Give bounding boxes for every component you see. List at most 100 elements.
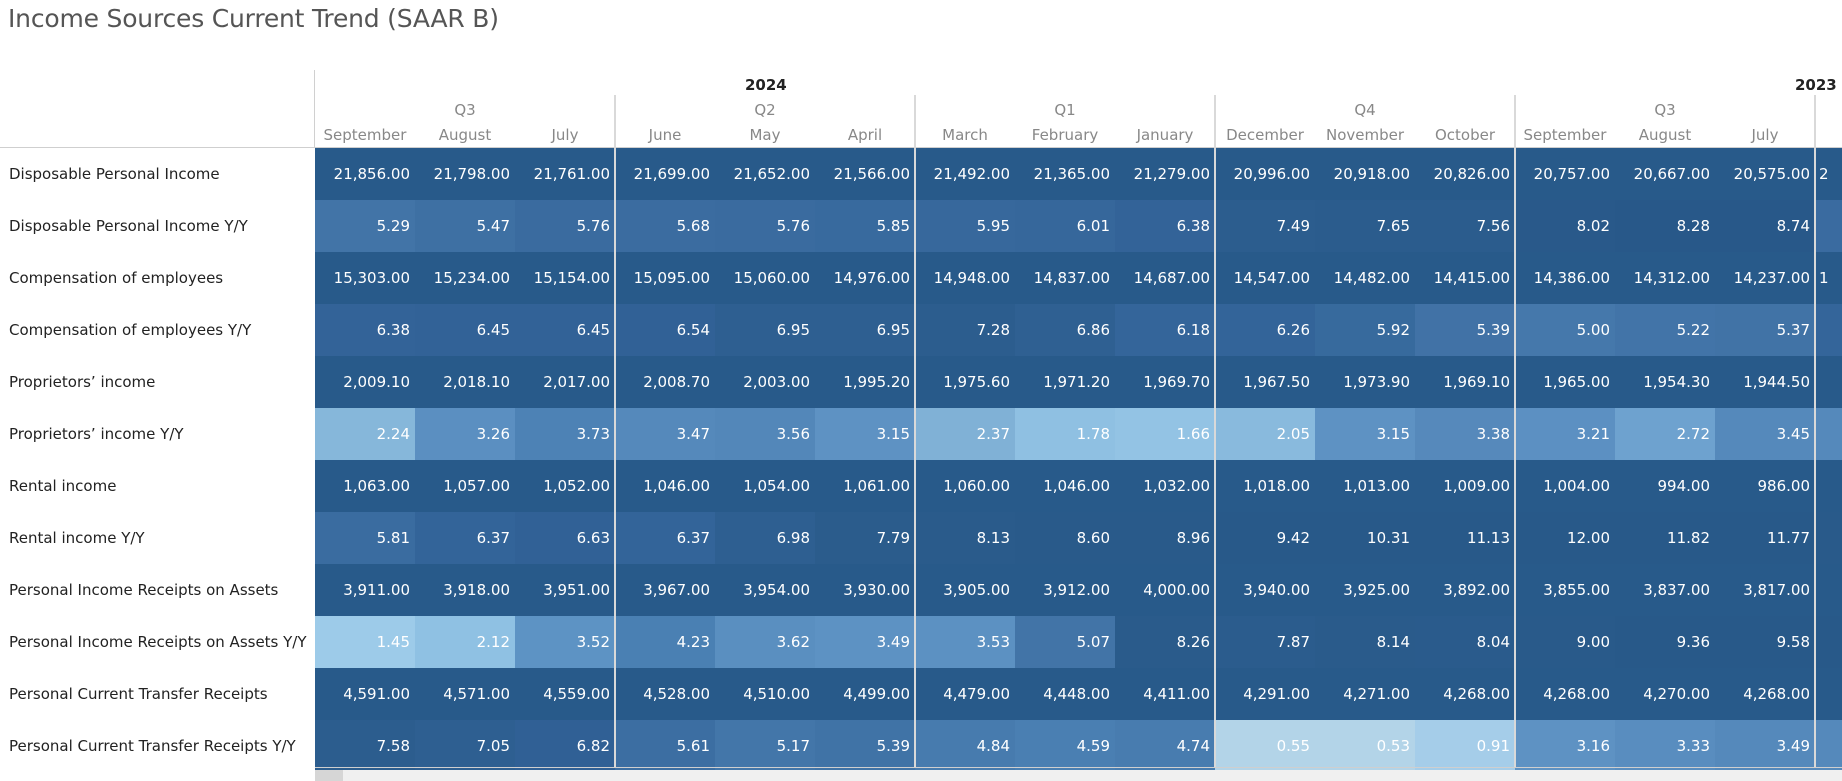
value-cell: 6.45 bbox=[515, 304, 615, 356]
value-cell: 9.36 bbox=[1615, 616, 1715, 668]
value-cell: 1,967.50 bbox=[1215, 356, 1315, 408]
value-cell: 8.02 bbox=[1515, 200, 1615, 252]
value-cell: 3,892.00 bbox=[1415, 564, 1515, 616]
value-cell: 7.28 bbox=[915, 304, 1015, 356]
value-cell: 4,591.00 bbox=[315, 668, 415, 720]
value-cell: 6.45 bbox=[415, 304, 515, 356]
value-cell: 0.91 bbox=[1415, 720, 1515, 772]
horizontal-scrollbar-thumb[interactable] bbox=[315, 770, 343, 781]
value-cell: 3.73 bbox=[515, 408, 615, 460]
value-cell: 6.98 bbox=[715, 512, 815, 564]
value-cell: 15,060.00 bbox=[715, 252, 815, 304]
value-cell: 8.60 bbox=[1015, 512, 1115, 564]
value-cell: 4,268.00 bbox=[1515, 668, 1615, 720]
month-header: August bbox=[1638, 126, 1692, 144]
value-cell: 9.58 bbox=[1715, 616, 1815, 668]
row-label: Compensation of employees bbox=[9, 269, 224, 287]
partial-value-cell bbox=[1815, 668, 1842, 720]
value-cell: 1,046.00 bbox=[1015, 460, 1115, 512]
value-cell: 4,479.00 bbox=[915, 668, 1015, 720]
value-cell: 5.81 bbox=[315, 512, 415, 564]
value-cell: 1,060.00 bbox=[915, 460, 1015, 512]
month-header: May bbox=[749, 126, 781, 144]
value-cell: 2.05 bbox=[1215, 408, 1315, 460]
value-cell: 15,234.00 bbox=[415, 252, 515, 304]
value-cell: 3.38 bbox=[1415, 408, 1515, 460]
value-cell: 3,925.00 bbox=[1315, 564, 1415, 616]
quarter-header: Q3 bbox=[1654, 101, 1676, 119]
value-cell: 6.63 bbox=[515, 512, 615, 564]
value-cell: 3.33 bbox=[1615, 720, 1715, 772]
value-cell: 6.86 bbox=[1015, 304, 1115, 356]
value-cell: 3.56 bbox=[715, 408, 815, 460]
row-label: Personal Current Transfer Receipts bbox=[9, 685, 268, 703]
value-cell: 1,954.30 bbox=[1615, 356, 1715, 408]
value-cell: 14,312.00 bbox=[1615, 252, 1715, 304]
value-cell: 2,017.00 bbox=[515, 356, 615, 408]
value-cell: 2.72 bbox=[1615, 408, 1715, 460]
value-cell: 1,009.00 bbox=[1415, 460, 1515, 512]
row-label: Rental income Y/Y bbox=[9, 529, 145, 547]
value-cell: 5.76 bbox=[515, 200, 615, 252]
value-cell: 4,411.00 bbox=[1115, 668, 1215, 720]
value-cell: 3,817.00 bbox=[1715, 564, 1815, 616]
value-cell: 6.95 bbox=[715, 304, 815, 356]
value-cell: 1.78 bbox=[1015, 408, 1115, 460]
value-cell: 1,057.00 bbox=[415, 460, 515, 512]
value-cell: 21,279.00 bbox=[1115, 148, 1215, 200]
value-cell: 14,386.00 bbox=[1515, 252, 1615, 304]
column-separator bbox=[914, 95, 916, 767]
value-cell: 4,571.00 bbox=[415, 668, 515, 720]
value-cell: 1,013.00 bbox=[1315, 460, 1415, 512]
value-cell: 3.53 bbox=[915, 616, 1015, 668]
value-cell: 11.77 bbox=[1715, 512, 1815, 564]
value-cell: 3,967.00 bbox=[615, 564, 715, 616]
value-cell: 6.54 bbox=[615, 304, 715, 356]
value-cell: 11.82 bbox=[1615, 512, 1715, 564]
value-cell: 8.13 bbox=[915, 512, 1015, 564]
value-cell: 3.45 bbox=[1715, 408, 1815, 460]
value-cell: 4.84 bbox=[915, 720, 1015, 772]
value-cell: 15,303.00 bbox=[315, 252, 415, 304]
value-cell: 20,918.00 bbox=[1315, 148, 1415, 200]
value-cell: 3,912.00 bbox=[1015, 564, 1115, 616]
value-cell: 14,948.00 bbox=[915, 252, 1015, 304]
value-cell: 21,365.00 bbox=[1015, 148, 1115, 200]
value-cell: 1.45 bbox=[315, 616, 415, 668]
row-label: Rental income bbox=[9, 477, 117, 495]
month-header: January bbox=[1136, 126, 1194, 144]
value-cell: 4,000.00 bbox=[1115, 564, 1215, 616]
partial-value-cell bbox=[1815, 408, 1842, 460]
value-cell: 5.61 bbox=[615, 720, 715, 772]
row-labels: Disposable Personal Income Disposable Per… bbox=[0, 148, 315, 772]
value-cell: 8.04 bbox=[1415, 616, 1515, 668]
value-cell: 4,559.00 bbox=[515, 668, 615, 720]
value-cell: 3.15 bbox=[1315, 408, 1415, 460]
value-cell: 7.58 bbox=[315, 720, 415, 772]
value-cell: 5.92 bbox=[1315, 304, 1415, 356]
value-cell: 5.17 bbox=[715, 720, 815, 772]
value-cell: 14,837.00 bbox=[1015, 252, 1115, 304]
header-bottom-border bbox=[0, 147, 1842, 148]
value-cell: 2.12 bbox=[415, 616, 515, 668]
value-cell: 8.14 bbox=[1315, 616, 1415, 668]
value-cell: 6.26 bbox=[1215, 304, 1315, 356]
value-cell: 1,969.10 bbox=[1415, 356, 1515, 408]
value-cell: 2.37 bbox=[915, 408, 1015, 460]
value-cell: 2.24 bbox=[315, 408, 415, 460]
month-header: October bbox=[1434, 126, 1496, 144]
value-cell: 14,547.00 bbox=[1215, 252, 1315, 304]
horizontal-scrollbar[interactable] bbox=[315, 770, 1842, 781]
value-cell: 1,063.00 bbox=[315, 460, 415, 512]
row-label: Proprietors’ income Y/Y bbox=[9, 425, 184, 443]
row-label: Personal Income Receipts on Assets Y/Y bbox=[9, 633, 307, 651]
month-header: August bbox=[438, 126, 492, 144]
partial-value-cell bbox=[1815, 200, 1842, 252]
value-cell: 0.55 bbox=[1215, 720, 1315, 772]
value-cell: 5.07 bbox=[1015, 616, 1115, 668]
value-cell: 0.53 bbox=[1315, 720, 1415, 772]
quarter-header: Q3 bbox=[454, 101, 476, 119]
value-cell: 4.23 bbox=[615, 616, 715, 668]
value-cell: 4,510.00 bbox=[715, 668, 815, 720]
value-cell: 3.49 bbox=[1715, 720, 1815, 772]
